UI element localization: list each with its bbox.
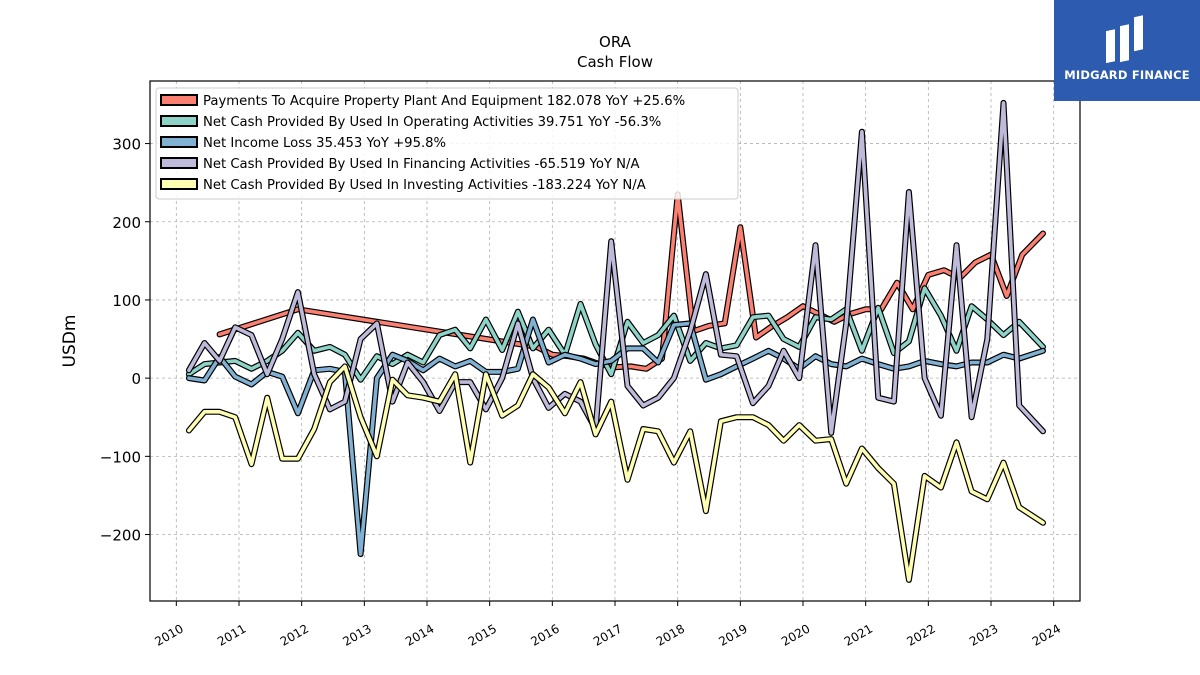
legend-label: Net Cash Provided By Used In Operating A… — [203, 115, 661, 130]
x-tick-label: 2011 — [215, 621, 248, 648]
legend: Payments To Acquire Property Plant And E… — [155, 87, 739, 200]
legend-swatch — [160, 115, 198, 127]
chart-title: ORA — [599, 33, 632, 51]
y-axis: −200 −100 0 100 200 300 — [100, 136, 150, 545]
series-line — [187, 364, 1045, 582]
legend-label: Payments To Acquire Property Plant And E… — [203, 94, 685, 109]
x-tick-label: 2012 — [278, 621, 311, 648]
legend-label: Net Cash Provided By Used In Investing A… — [203, 178, 646, 193]
x-tick-label: 2014 — [403, 621, 436, 648]
y-tick-label: 100 — [112, 292, 141, 310]
y-tick-label: −100 — [100, 448, 141, 466]
x-tick-label: 2018 — [654, 621, 687, 648]
legend-item: Net Cash Provided By Used In Operating A… — [160, 115, 661, 130]
legend-item: Net Income Loss 35.453 YoY +95.8% — [160, 136, 446, 151]
x-tick-label: 2020 — [779, 621, 812, 648]
x-tick-label: 2015 — [466, 621, 499, 648]
series-line — [187, 101, 1045, 435]
series-layer — [185, 99, 1046, 583]
legend-swatch — [160, 136, 198, 148]
series-line — [187, 286, 1045, 382]
legend-swatch — [160, 178, 198, 190]
brand-logo: MIDGARD FINANCE — [1054, 0, 1200, 101]
series-4 — [185, 99, 1046, 436]
y-tick-label: 200 — [112, 214, 141, 232]
brand-mark-icon — [1106, 15, 1143, 64]
y-tick-label: −200 — [100, 527, 141, 545]
legend-item: Net Cash Provided By Used In Investing A… — [160, 178, 646, 193]
x-tick-label: 2019 — [716, 621, 749, 648]
legend-item: Payments To Acquire Property Plant And E… — [160, 94, 685, 109]
x-tick-label: 2022 — [904, 621, 937, 648]
brand-name: MIDGARD FINANCE — [1064, 68, 1190, 82]
legend-label: Net Cash Provided By Used In Financing A… — [203, 157, 640, 172]
y-axis-label: USDm — [60, 315, 80, 368]
series-5 — [185, 363, 1046, 583]
legend-box — [155, 87, 739, 200]
y-tick-label: 0 — [131, 370, 141, 388]
x-tick-label: 2024 — [1030, 621, 1063, 648]
y-tick-label: 300 — [112, 136, 141, 154]
x-tick-label: 2021 — [842, 621, 875, 648]
legend-swatch — [160, 94, 198, 106]
x-tick-label: 2017 — [591, 621, 624, 648]
series-2 — [185, 285, 1046, 383]
x-tick-label: 2010 — [152, 621, 185, 648]
x-axis: 2010 2011 2012 2013 2014 2015 2016 2017 2018 2019… — [152, 601, 1063, 649]
x-tick-label: 2016 — [528, 621, 561, 648]
x-tick-label: 2023 — [967, 621, 1000, 648]
legend-swatch — [160, 157, 198, 169]
legend-item: Net Cash Provided By Used In Financing A… — [160, 157, 640, 172]
chart-subtitle: Cash Flow — [577, 53, 653, 71]
x-tick-label: 2013 — [340, 621, 373, 648]
legend-label: Net Income Loss 35.453 YoY +95.8% — [203, 136, 446, 151]
